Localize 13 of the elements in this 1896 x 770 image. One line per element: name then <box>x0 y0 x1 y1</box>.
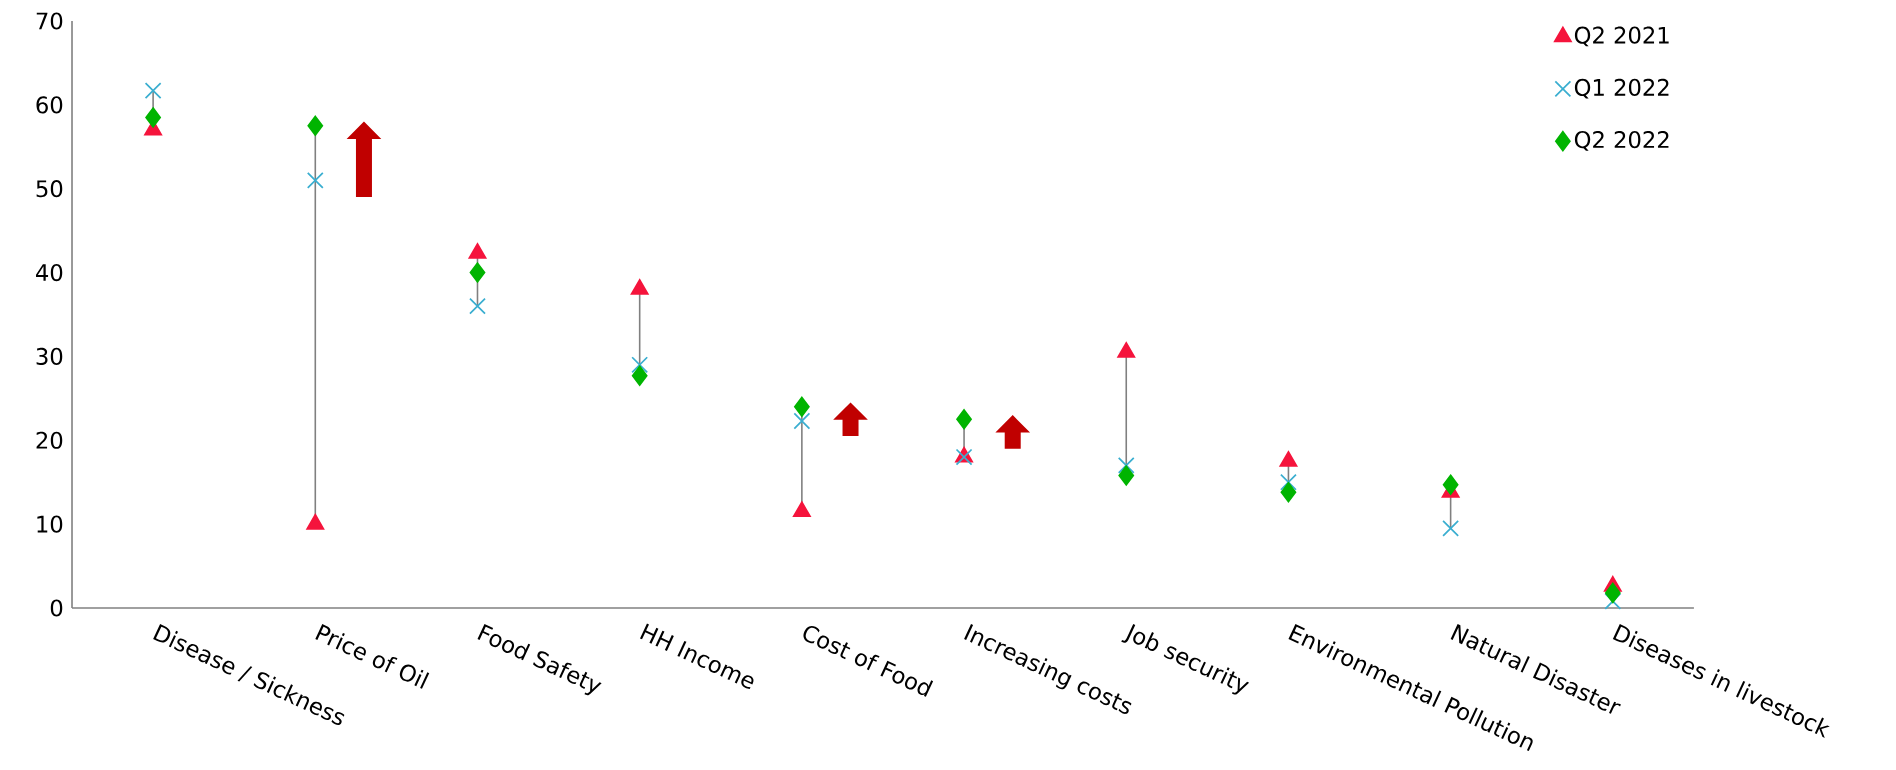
y-tick-label: 20 <box>36 431 63 449</box>
y-tick-label: 0 <box>50 599 63 617</box>
legend-label: Q2 2021 <box>1574 26 1669 47</box>
y-tick-label: 40 <box>36 263 63 282</box>
y-tick-label: 60 <box>36 96 63 114</box>
legend-label: Q2 2022 <box>1574 131 1669 151</box>
y-tick-label: 10 <box>37 515 63 533</box>
x-tick-label: Cost of Food <box>803 625 934 697</box>
y-tick-label: 30 <box>36 347 63 365</box>
x-tick-label: Price of Oil <box>315 624 430 689</box>
y-tick-label: 50 <box>36 180 63 198</box>
legend-label: Q1 2022 <box>1574 78 1669 99</box>
y-tick-label: 70 <box>36 12 63 30</box>
